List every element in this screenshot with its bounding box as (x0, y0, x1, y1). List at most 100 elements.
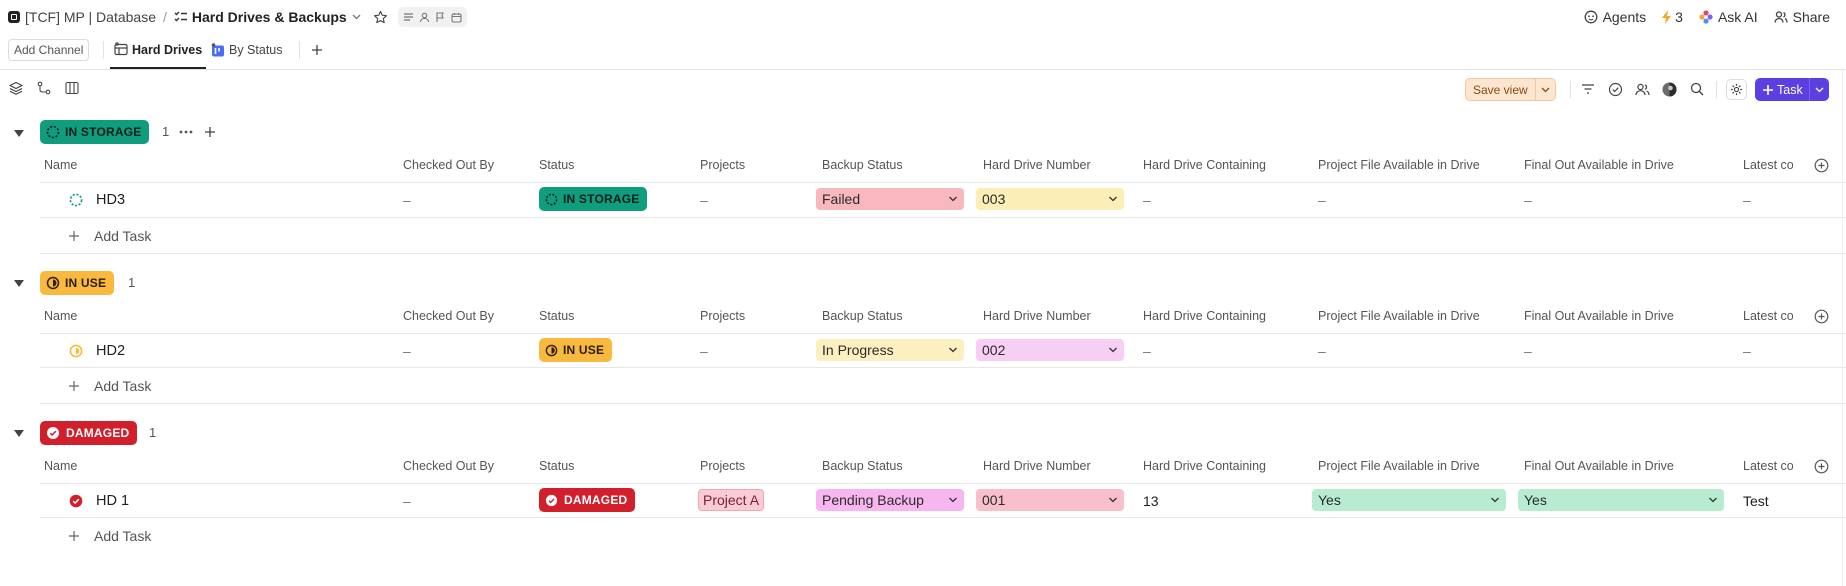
add-to-group-icon[interactable] (203, 125, 217, 139)
latest-comment[interactable]: Test (1743, 493, 1769, 509)
col-backup-status[interactable]: Backup Status (822, 459, 903, 473)
collapse-caret-icon[interactable] (13, 427, 25, 439)
add-channel-button[interactable]: Add Channel (8, 39, 90, 61)
page-title[interactable]: Hard Drives & Backups (191, 9, 347, 25)
save-view-chevron-icon[interactable] (1534, 79, 1555, 100)
checked-out-by[interactable]: – (403, 493, 411, 509)
task-status-icon[interactable] (68, 343, 84, 359)
tab-hard-drives[interactable]: Hard Drives (110, 39, 207, 69)
backup-status-select[interactable]: Pending Backup (816, 489, 964, 511)
col-project-file[interactable]: Project File Available in Drive (1318, 309, 1480, 323)
col-hard-drive-containing[interactable]: Hard Drive Containing (1143, 158, 1266, 172)
task-name[interactable]: HD2 (96, 343, 126, 359)
col-checked-out-by[interactable]: Checked Out By (403, 459, 495, 473)
col-status[interactable]: Status (539, 158, 575, 172)
task-name[interactable]: HD3 (96, 192, 126, 208)
breadcrumb-workspace[interactable]: [TCF] MP | Database (25, 9, 156, 25)
drive-containing[interactable]: 13 (1143, 493, 1159, 509)
status-badge[interactable]: IN USE (539, 338, 613, 362)
collapse-caret-icon[interactable] (13, 277, 25, 289)
add-task-row[interactable]: Add Task (68, 376, 151, 396)
add-task-primary-button[interactable]: Task (1755, 78, 1829, 101)
col-final-out[interactable]: Final Out Available in Drive (1524, 309, 1674, 323)
more-options-icon[interactable] (178, 125, 194, 139)
subtasks-icon[interactable] (36, 80, 52, 96)
final-out-available[interactable]: – (1524, 192, 1532, 208)
col-hard-drive-number[interactable]: Hard Drive Number (983, 158, 1091, 172)
status-badge[interactable]: IN STORAGE (539, 187, 648, 211)
agents-button[interactable]: Agents (1584, 9, 1646, 25)
projects[interactable]: – (700, 343, 708, 359)
col-final-out[interactable]: Final Out Available in Drive (1524, 158, 1674, 172)
settings-button[interactable] (1726, 79, 1747, 100)
col-latest[interactable]: Latest com (1743, 158, 1793, 172)
projects[interactable]: – (700, 192, 708, 208)
task-name[interactable]: HD 1 (96, 493, 130, 509)
checked-out-by[interactable]: – (403, 343, 411, 359)
col-hard-drive-containing[interactable]: Hard Drive Containing (1143, 459, 1266, 473)
task-chevron-icon[interactable] (1808, 78, 1829, 101)
col-name[interactable]: Name (44, 459, 78, 473)
col-latest[interactable]: Latest com (1743, 309, 1793, 323)
drive-containing[interactable]: – (1143, 343, 1151, 359)
col-final-out[interactable]: Final Out Available in Drive (1524, 459, 1674, 473)
col-project-file[interactable]: Project File Available in Drive (1318, 158, 1480, 172)
add-view-button[interactable] (309, 41, 325, 59)
project-file-available[interactable]: – (1318, 343, 1326, 359)
latest-comment[interactable]: – (1743, 343, 1751, 359)
save-view-button[interactable]: Save view (1465, 78, 1556, 101)
backup-status-select[interactable]: Failed (816, 188, 964, 210)
chevron-down-icon[interactable] (352, 14, 361, 20)
col-checked-out-by[interactable]: Checked Out By (403, 158, 495, 172)
share-button[interactable]: Share (1773, 9, 1830, 25)
collapse-caret-icon[interactable] (13, 127, 25, 139)
final-out-select[interactable]: Yes (1518, 489, 1724, 511)
drive-number-select[interactable]: 003 (976, 188, 1124, 210)
avatar[interactable] (1661, 81, 1677, 97)
status-badge[interactable]: DAMAGED (539, 488, 636, 512)
add-column-icon[interactable] (1813, 308, 1829, 324)
col-backup-status[interactable]: Backup Status (822, 158, 903, 172)
col-name[interactable]: Name (44, 158, 78, 172)
ask-ai-button[interactable]: Ask AI (1699, 9, 1758, 25)
group-status-badge[interactable]: IN USE (40, 271, 115, 295)
task-status-icon[interactable] (68, 192, 84, 208)
col-project-file[interactable]: Project File Available in Drive (1318, 459, 1480, 473)
scrollbar-track[interactable] (1842, 70, 1843, 586)
group-status-badge[interactable]: DAMAGED (40, 421, 138, 445)
drive-number-select[interactable]: 002 (976, 339, 1124, 361)
search-icon[interactable] (1689, 81, 1705, 97)
task-status-icon[interactable] (68, 493, 84, 509)
backup-status-select[interactable]: In Progress (816, 339, 964, 361)
col-backup-status[interactable]: Backup Status (822, 309, 903, 323)
add-column-icon[interactable] (1813, 458, 1829, 474)
col-name[interactable]: Name (44, 309, 78, 323)
col-hard-drive-number[interactable]: Hard Drive Number (983, 459, 1091, 473)
add-column-icon[interactable] (1813, 157, 1829, 173)
project-file-select[interactable]: Yes (1312, 489, 1506, 511)
project-file-available[interactable]: – (1318, 192, 1326, 208)
col-projects[interactable]: Projects (700, 309, 746, 323)
latest-comment[interactable]: – (1743, 192, 1751, 208)
col-projects[interactable]: Projects (700, 459, 746, 473)
filter-icon[interactable] (1580, 81, 1596, 97)
drive-containing[interactable]: – (1143, 192, 1151, 208)
assignees-icon[interactable] (1634, 81, 1650, 97)
project-tag[interactable]: Project A (698, 489, 765, 511)
col-status[interactable]: Status (539, 309, 575, 323)
checked-out-by[interactable]: – (403, 192, 411, 208)
automations-button[interactable]: 3 (1662, 9, 1683, 25)
drive-number-select[interactable]: 001 (976, 489, 1124, 511)
final-out-available[interactable]: – (1524, 343, 1532, 359)
col-hard-drive-number[interactable]: Hard Drive Number (983, 309, 1091, 323)
add-task-row[interactable]: Add Task (68, 226, 151, 246)
col-status[interactable]: Status (539, 459, 575, 473)
check-circle-icon[interactable] (1607, 81, 1623, 97)
layers-icon[interactable] (8, 80, 24, 96)
col-checked-out-by[interactable]: Checked Out By (403, 309, 495, 323)
group-status-badge[interactable]: IN STORAGE (40, 120, 150, 144)
tab-by-status[interactable]: By Status (207, 39, 287, 61)
col-latest[interactable]: Latest com (1743, 459, 1793, 473)
col-hard-drive-containing[interactable]: Hard Drive Containing (1143, 309, 1266, 323)
columns-icon[interactable] (64, 80, 80, 96)
